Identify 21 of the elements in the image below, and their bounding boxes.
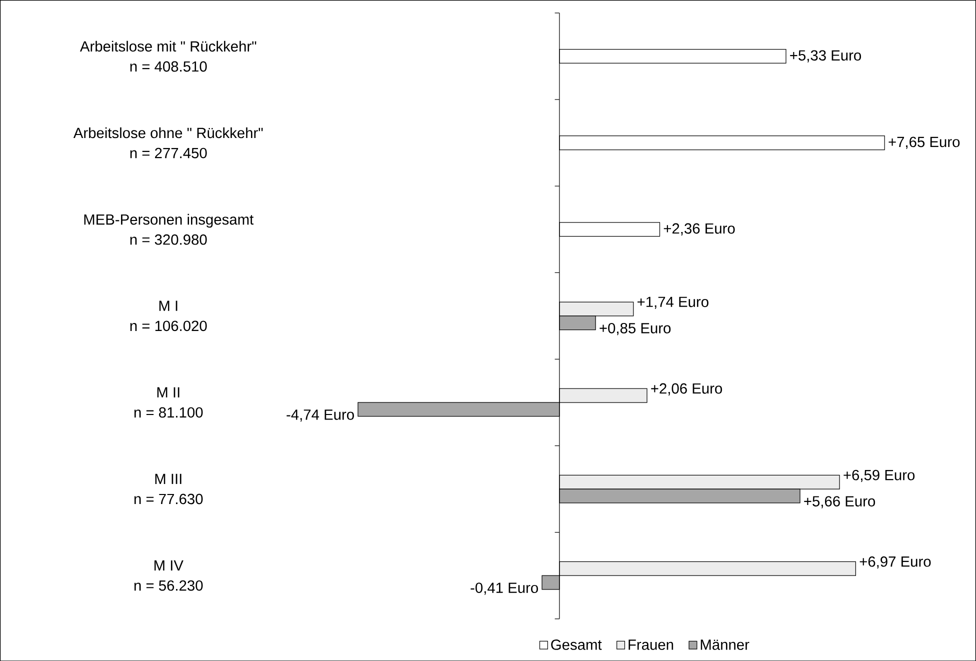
data-label: -0,41 Euro — [470, 582, 538, 595]
data-label: -4,74 Euro — [286, 409, 354, 422]
data-label: +6,59 Euro — [844, 470, 915, 482]
legend-label: Gesamt — [551, 639, 602, 650]
data-label: +0,85 Euro — [600, 322, 671, 335]
data-label: +5,66 Euro — [804, 496, 876, 508]
y-tick-label: Arbeitslose mit " Rückkehr" n = 408.510 — [80, 40, 256, 72]
legend-label: Männer — [700, 640, 750, 650]
y-tick-label: MEB-Personen insgesamt n = 320.980 — [84, 214, 254, 245]
y-tick-label: M II n = 81.100 — [134, 387, 203, 418]
data-label: +6,97 Euro — [860, 556, 931, 568]
data-label: +1,74 Euro — [638, 296, 708, 309]
data-label: +5,33 Euro — [790, 50, 862, 62]
y-tick-label: M III n = 77.630 — [134, 474, 203, 504]
y-tick-label: M IV n = 56.230 — [134, 560, 203, 591]
y-tick-label: M I n = 106.020 — [130, 300, 207, 331]
legend-label: Frauen — [628, 640, 674, 650]
y-tick-label: Arbeitslose ohne " Rückkehr" n = 277.450 — [73, 127, 263, 158]
data-label: +2,36 Euro — [664, 223, 735, 236]
data-label: +2,06 Euro — [651, 383, 722, 396]
data-label: +7,65 Euro — [888, 136, 960, 149]
